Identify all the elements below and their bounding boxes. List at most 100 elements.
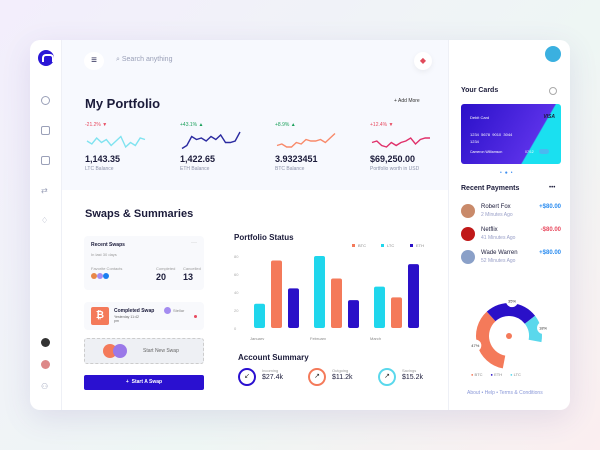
cancelled-count: 13 <box>183 272 194 282</box>
balance-label: ETH Balance <box>180 166 210 172</box>
avatar <box>461 227 475 241</box>
swap-coin-icon <box>113 344 127 358</box>
balance-value: 1,422.65 <box>180 154 216 164</box>
change-percent: +8.9% ▲ <box>275 122 296 128</box>
completed-swap-card[interactable]: ₿ Completed Swap Yesterday 11:42 pm Stel… <box>84 302 204 330</box>
legend-dot: ● <box>510 372 513 377</box>
payment-name: Wade Warren <box>481 250 518 256</box>
bar-eth <box>288 288 299 328</box>
sparkline-line <box>86 135 146 149</box>
cancelled-label: Cancelled <box>183 266 201 271</box>
completed-label: Completed <box>156 266 176 271</box>
completed-swap-time: Yesterday 11:42 pm <box>114 315 139 323</box>
payment-amount: +$80.00 <box>539 250 561 256</box>
avatar <box>461 250 475 264</box>
sparkline <box>371 137 430 148</box>
legend-item: ● ETH <box>491 372 503 377</box>
account-summary-title: Account Summary <box>238 353 309 362</box>
coin-balance[interactable]: +43.1% ▲ 1,422.65 ETH Balance <box>180 122 270 172</box>
legend-label: BTC <box>474 372 483 377</box>
user-avatar[interactable] <box>545 46 561 62</box>
account-value: $27.4k <box>262 374 284 381</box>
about-link[interactable]: About <box>467 390 481 396</box>
change-percent: -21.2% ▼ <box>85 122 108 128</box>
chat-icon[interactable] <box>41 156 50 165</box>
swap-icon[interactable]: ⇄ <box>41 186 48 195</box>
terms-link[interactable]: Terms & Conditions <box>499 390 543 396</box>
payment-amount: +$80.00 <box>539 204 561 210</box>
balance-value: 3.9323451 <box>275 154 318 164</box>
wallet-icon[interactable] <box>41 126 50 135</box>
arrow-icon: ↗ <box>378 368 396 386</box>
notification-bell-icon[interactable]: ◆ <box>414 52 432 70</box>
card-type: Debit Card <box>470 115 490 120</box>
legend-label: BTC <box>358 243 366 248</box>
slice-label: 35% <box>508 299 516 304</box>
center-icon <box>506 333 512 339</box>
legend-swatch <box>352 244 355 247</box>
x-tick-label: March <box>370 336 381 340</box>
bar-eth <box>408 264 419 328</box>
coin-balance[interactable]: +8.9% ▲ 3.9323451 BTC Balance <box>275 122 365 172</box>
payment-time: 41 Minutes Ago <box>481 235 516 241</box>
slice-label: 47% <box>471 343 479 348</box>
search-input[interactable]: ⌕ Search anything <box>116 56 173 63</box>
balance-label: BTC Balance <box>275 166 305 172</box>
more-icon[interactable]: ··· <box>191 240 197 246</box>
account-label: Outgoing <box>332 368 349 373</box>
payment-amount: -$80.00 <box>540 227 561 233</box>
bar-ltc <box>314 256 325 328</box>
coin-balance[interactable]: -21.2% ▼ 1,143.35 LTC Balance <box>85 122 175 172</box>
payment-item[interactable]: Netflix 41 Minutes Ago -$80.00 <box>461 227 561 245</box>
add-user-icon[interactable]: ⚇ <box>41 382 49 391</box>
carousel-dots[interactable]: •●• <box>500 170 516 176</box>
add-card-button[interactable] <box>549 87 557 95</box>
sidebar: ⇄ ♢ ⚇ <box>30 40 62 410</box>
add-more-button[interactable]: + Add More <box>394 98 420 104</box>
card-expiry: 07/12 <box>525 150 534 154</box>
bar-btc <box>331 278 342 328</box>
avatar[interactable] <box>41 338 50 347</box>
legend-label: ETH <box>494 372 503 377</box>
legend-label: LTC <box>387 243 394 248</box>
contact-avatar[interactable] <box>97 273 103 279</box>
sparkline <box>86 135 146 149</box>
y-tick-label: 60 <box>234 272 239 277</box>
your-cards-title: Your Cards <box>461 87 499 94</box>
payment-item[interactable]: Wade Warren 52 Minutes Ago +$80.00 <box>461 250 561 268</box>
balance-label: LTC Balance <box>85 166 114 172</box>
y-tick-label: 40 <box>234 290 239 295</box>
completed-swap-title: Completed Swap <box>114 308 155 314</box>
contact-avatar[interactable] <box>91 273 97 279</box>
swap-user-name: Stellar <box>173 308 185 313</box>
card-number: 1234 5678 9010 3044 <box>470 132 513 137</box>
change-percent: +43.1% ▲ <box>180 122 204 128</box>
avatar-2[interactable] <box>41 360 50 369</box>
balance-value: $69,250.00 <box>370 154 416 164</box>
compass-icon[interactable] <box>41 96 50 105</box>
payment-item[interactable]: Robert Fox 2 Minutes Ago +$80.00 <box>461 204 561 222</box>
start-swap-button[interactable]: + Start A Swap <box>84 375 204 390</box>
start-new-swap-area[interactable]: Start New Swap <box>84 338 204 364</box>
bulb-icon[interactable]: ♢ <box>41 216 49 225</box>
coin-balance[interactable]: +12.4% ▼ $69,250.00 Portfolio worth in U… <box>370 122 460 172</box>
start-new-swap-label: Start New Swap <box>143 348 179 354</box>
slice-label-bg <box>469 339 482 352</box>
change-percent: +12.4% ▼ <box>370 122 394 128</box>
sparkline-line <box>181 131 241 150</box>
donut-slice-ltc <box>524 315 542 343</box>
help-link[interactable]: Help <box>484 390 495 396</box>
slice-label: 18% <box>539 325 547 330</box>
more-icon[interactable]: ••• <box>549 185 556 191</box>
bar-eth <box>348 300 359 328</box>
y-tick-label: 0 <box>234 326 237 331</box>
debit-card[interactable]: Debit Card VISA 1234 5678 9010 3044 1234… <box>461 104 561 164</box>
menu-toggle-button[interactable]: ≡ <box>84 52 104 70</box>
recent-swaps-card: Recent Swaps ··· In last 30 days Favorit… <box>84 236 204 290</box>
balance-value: 1,143.35 <box>85 154 121 164</box>
arrow-icon: ↙ <box>238 368 256 386</box>
contact-avatar[interactable] <box>103 273 109 279</box>
page-title: My Portfolio <box>85 96 161 111</box>
logo[interactable] <box>38 50 54 66</box>
footer-links: About • Help • Terms & Conditions <box>467 390 543 396</box>
